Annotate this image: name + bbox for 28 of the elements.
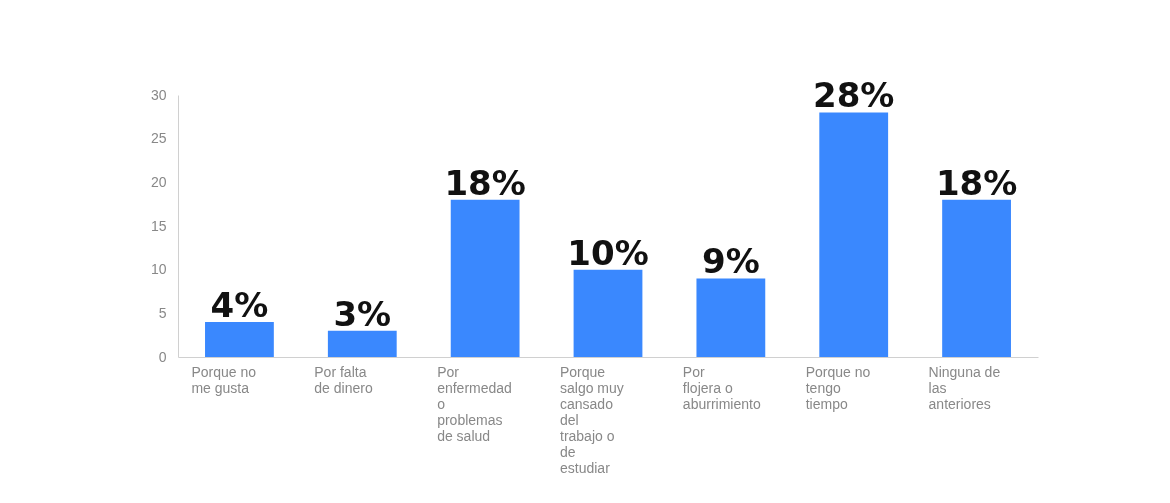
bar (450, 199, 520, 357)
x-tick-label: Porque salgo muy cansado del trabajo o de estudiar (560, 363, 624, 476)
data-label: 4% (210, 285, 269, 326)
data-label: 10% (567, 232, 649, 273)
data-label: 18% (935, 162, 1018, 203)
x-tick-label: Por flojera o aburrimiento (682, 363, 761, 412)
bar (696, 278, 766, 357)
x-tick-label: Ninguna de las anteriores (928, 363, 1001, 412)
bar (573, 269, 643, 357)
y-tick-label: 25 (150, 130, 167, 147)
x-tick-label: Por enfermedad o problemas de salud (437, 363, 512, 444)
bar (327, 330, 397, 357)
bar (942, 199, 1011, 357)
data-label: 28% (813, 75, 895, 116)
bar (819, 112, 889, 357)
x-tick-label: Por falta de dinero (314, 363, 373, 396)
data-label: 3% (333, 293, 392, 334)
x-tick-label: Porque no me gusta (191, 363, 257, 396)
data-label: 18% (444, 162, 526, 203)
y-tick-label: 30 (150, 86, 167, 103)
y-tick-label: 15 (150, 217, 167, 234)
bar (205, 322, 274, 357)
y-tick-label: 0 (158, 348, 167, 365)
x-tick-label: Porque no tengo tiempo (805, 363, 871, 412)
y-tick-label: 5 (158, 304, 167, 321)
data-label: 9% (701, 241, 760, 282)
y-tick-label: 10 (150, 261, 167, 278)
y-tick-label: 20 (150, 173, 167, 190)
